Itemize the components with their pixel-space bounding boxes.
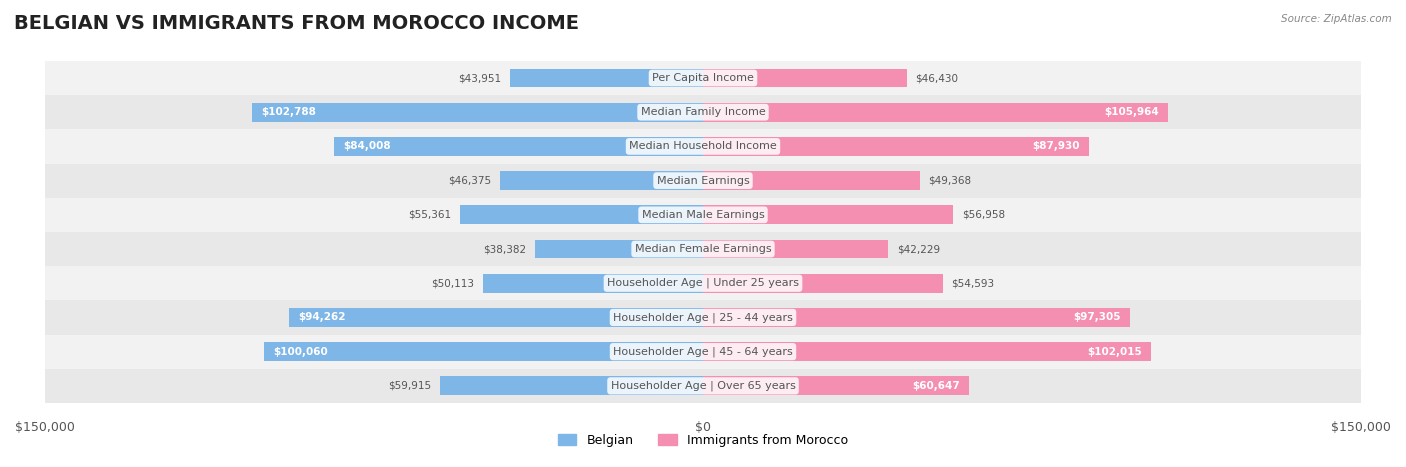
Text: $87,930: $87,930 [1032, 142, 1080, 151]
Text: BELGIAN VS IMMIGRANTS FROM MOROCCO INCOME: BELGIAN VS IMMIGRANTS FROM MOROCCO INCOM… [14, 14, 579, 33]
Bar [484, 274, 703, 293]
Text: Median Earnings: Median Earnings [657, 176, 749, 185]
Bar [703, 103, 1168, 121]
Text: $56,958: $56,958 [962, 210, 1005, 220]
Text: $100,060: $100,060 [273, 347, 328, 357]
Text: $43,951: $43,951 [458, 73, 502, 83]
Text: $50,113: $50,113 [432, 278, 474, 288]
Bar [703, 171, 920, 190]
Legend: Belgian, Immigrants from Morocco: Belgian, Immigrants from Morocco [553, 429, 853, 452]
Bar [460, 205, 703, 224]
Bar [703, 240, 889, 258]
Text: $46,375: $46,375 [447, 176, 491, 185]
Bar [703, 342, 1150, 361]
Bar [45, 95, 1361, 129]
Bar [703, 137, 1088, 156]
Text: $55,361: $55,361 [408, 210, 451, 220]
Text: $49,368: $49,368 [928, 176, 972, 185]
Text: $84,008: $84,008 [343, 142, 391, 151]
Bar [703, 308, 1130, 327]
Text: $102,788: $102,788 [262, 107, 316, 117]
Bar [335, 137, 703, 156]
Text: $94,262: $94,262 [298, 312, 346, 322]
Text: Householder Age | 25 - 44 years: Householder Age | 25 - 44 years [613, 312, 793, 323]
Bar [510, 69, 703, 87]
Bar [703, 274, 942, 293]
Bar [45, 163, 1361, 198]
Text: $59,915: $59,915 [388, 381, 432, 391]
Bar [703, 376, 969, 395]
Text: Householder Age | 45 - 64 years: Householder Age | 45 - 64 years [613, 347, 793, 357]
Bar [499, 171, 703, 190]
Text: $105,964: $105,964 [1104, 107, 1159, 117]
Bar [534, 240, 703, 258]
Bar [45, 369, 1361, 403]
Bar [45, 232, 1361, 266]
Text: $46,430: $46,430 [915, 73, 959, 83]
Bar [45, 61, 1361, 95]
Text: Median Female Earnings: Median Female Earnings [634, 244, 772, 254]
Text: $42,229: $42,229 [897, 244, 941, 254]
Text: $38,382: $38,382 [482, 244, 526, 254]
Text: Source: ZipAtlas.com: Source: ZipAtlas.com [1281, 14, 1392, 24]
Text: $54,593: $54,593 [952, 278, 994, 288]
Text: $60,647: $60,647 [912, 381, 960, 391]
Bar [440, 376, 703, 395]
Bar [290, 308, 703, 327]
Bar [703, 69, 907, 87]
Bar [45, 334, 1361, 369]
Text: Householder Age | Under 25 years: Householder Age | Under 25 years [607, 278, 799, 289]
Bar [264, 342, 703, 361]
Bar [45, 300, 1361, 334]
Text: Householder Age | Over 65 years: Householder Age | Over 65 years [610, 381, 796, 391]
Bar [703, 205, 953, 224]
Bar [45, 266, 1361, 300]
Text: Median Household Income: Median Household Income [628, 142, 778, 151]
Bar [45, 198, 1361, 232]
Text: Median Family Income: Median Family Income [641, 107, 765, 117]
Text: Per Capita Income: Per Capita Income [652, 73, 754, 83]
Text: $102,015: $102,015 [1087, 347, 1142, 357]
Text: Median Male Earnings: Median Male Earnings [641, 210, 765, 220]
Bar [252, 103, 703, 121]
Bar [45, 129, 1361, 163]
Text: $97,305: $97,305 [1074, 312, 1121, 322]
